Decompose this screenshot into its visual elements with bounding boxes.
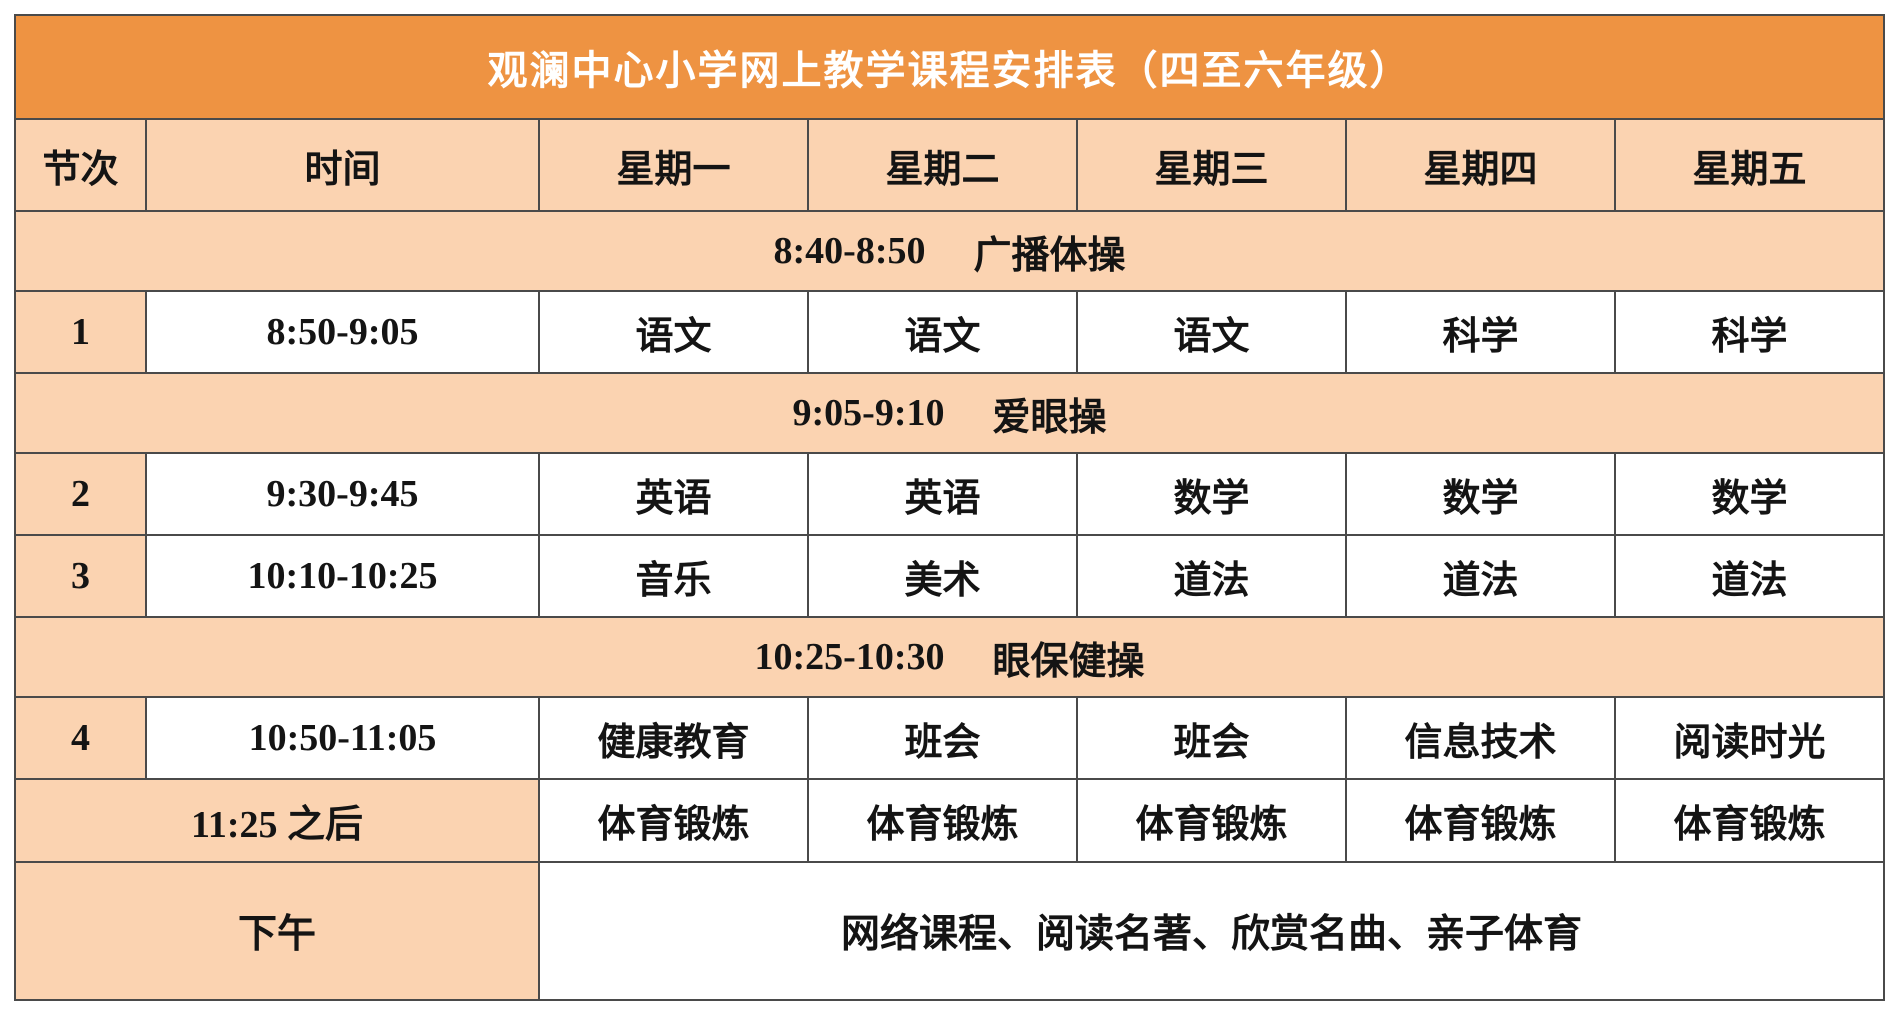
activity-cell: 8:40-8:50 广播体操 — [13, 210, 1886, 292]
subject-cell: 语文 — [807, 290, 1078, 374]
period-cell: 2 — [14, 452, 147, 536]
table-row: 8:40-8:50 广播体操 — [13, 210, 1886, 292]
subject-cell: 体育锻炼 — [807, 778, 1078, 863]
page-title: 观澜中心小学网上教学课程安排表（四至六年级） — [13, 14, 1886, 120]
subject-cell: 体育锻炼 — [1345, 778, 1616, 863]
table-row: 9:05-9:10 爱眼操 — [13, 372, 1886, 454]
table-row: 11:25 之后 体育锻炼 体育锻炼 体育锻炼 体育锻炼 体育锻炼 — [14, 778, 1886, 863]
subject-cell: 语文 — [538, 290, 809, 374]
activity-time: 8:40-8:50 — [773, 230, 926, 272]
table-row: 4 10:50-11:05 健康教育 班会 班会 信息技术 阅读时光 — [14, 696, 1886, 780]
afternoon-label-cell: 下午 — [14, 861, 540, 1001]
merged-time-cell: 11:25 之后 — [14, 778, 540, 863]
activity-time: 9:05-9:10 — [792, 392, 945, 434]
activity-cell: 9:05-9:10 爱眼操 — [13, 372, 1886, 454]
subject-cell: 数学 — [1076, 452, 1347, 536]
subject-cell: 班会 — [807, 696, 1078, 780]
subject-cell: 音乐 — [538, 534, 809, 618]
subject-cell: 体育锻炼 — [1613, 778, 1886, 863]
subject-cell: 科学 — [1345, 290, 1616, 374]
subject-cell: 数学 — [1345, 452, 1616, 536]
table-row: 3 10:10-10:25 音乐 美术 道法 道法 道法 — [14, 534, 1886, 618]
table-row: 10:25-10:30 眼保健操 — [13, 616, 1886, 698]
subject-cell: 道法 — [1076, 534, 1347, 618]
subject-cell: 美术 — [807, 534, 1078, 618]
time-cell: 8:50-9:05 — [145, 290, 540, 374]
subject-cell: 英语 — [538, 452, 809, 536]
subject-cell: 班会 — [1076, 696, 1347, 780]
subject-cell: 道法 — [1613, 534, 1886, 618]
header-cell-friday: 星期五 — [1613, 118, 1886, 212]
subject-cell: 道法 — [1345, 534, 1616, 618]
period-cell: 4 — [14, 696, 147, 780]
header-cell-period: 节次 — [14, 118, 147, 212]
header-cell-time: 时间 — [145, 118, 540, 212]
activity-time: 10:25-10:30 — [754, 636, 945, 678]
table-row: 1 8:50-9:05 语文 语文 语文 科学 科学 — [14, 290, 1886, 374]
time-cell: 9:30-9:45 — [145, 452, 540, 536]
activity-label: 眼保健操 — [992, 640, 1145, 683]
header-cell-monday: 星期一 — [538, 118, 809, 212]
table-row: 2 9:30-9:45 英语 英语 数学 数学 数学 — [14, 452, 1886, 536]
header-cell-wednesday: 星期三 — [1076, 118, 1347, 212]
subject-cell: 数学 — [1613, 452, 1886, 536]
schedule-table: 观澜中心小学网上教学课程安排表（四至六年级） 节次 时间 星期一 星期二 星期三 星期四星… — [13, 14, 1886, 1001]
activity-cell: 10:25-10:30 眼保健操 — [13, 616, 1886, 698]
time-cell: 10:10-10:25 — [145, 534, 540, 618]
table-header-row: 节次 时间 星期一 星期二 星期三 星期四 星期五 — [14, 118, 1886, 212]
time-cell: 10:50-11:05 — [145, 696, 540, 780]
header-cell-tuesday: 星期二 — [807, 118, 1078, 212]
subject-cell: 健康教育 — [538, 696, 809, 780]
header-cell-thursday: 星期四 — [1345, 118, 1616, 212]
period-cell: 3 — [14, 534, 147, 618]
activity-label: 爱眼操 — [992, 396, 1107, 439]
activity-label: 广播体操 — [973, 234, 1126, 277]
subject-cell: 英语 — [807, 452, 1078, 536]
subject-cell: 信息技术 — [1345, 696, 1616, 780]
table-row: 下午 网络课程、阅读名著、欣赏名曲、亲子体育 — [14, 861, 1886, 1001]
subject-cell: 阅读时光 — [1613, 696, 1886, 780]
afternoon-content-cell: 网络课程、阅读名著、欣赏名曲、亲子体育 — [537, 861, 1886, 1001]
subject-cell: 科学 — [1613, 290, 1886, 374]
table-row: 观澜中心小学网上教学课程安排表（四至六年级） — [13, 14, 1886, 120]
subject-cell: 体育锻炼 — [538, 778, 809, 863]
subject-cell: 体育锻炼 — [1076, 778, 1347, 863]
subject-cell: 语文 — [1076, 290, 1347, 374]
period-cell: 1 — [14, 290, 147, 374]
